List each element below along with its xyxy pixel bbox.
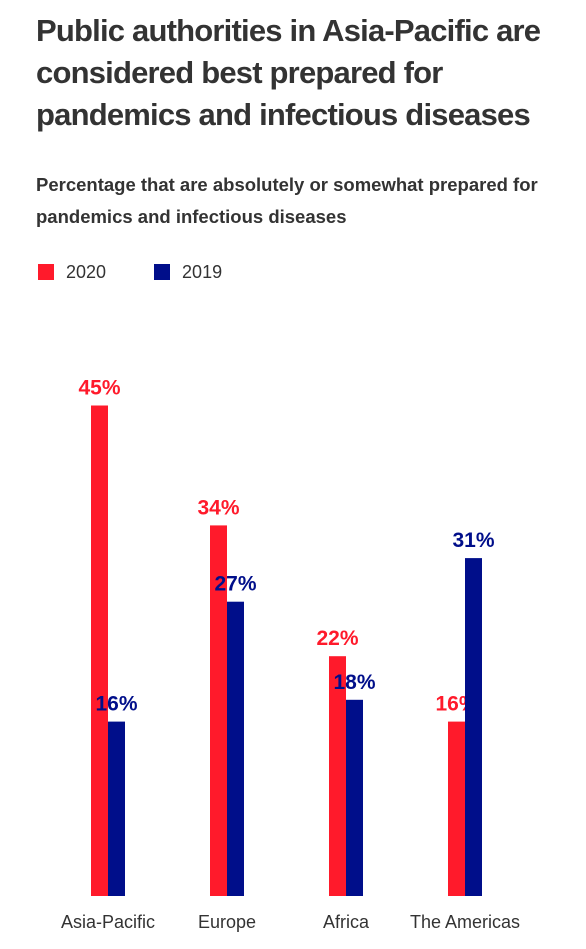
bar-2019-africa [346, 699, 363, 896]
data-label-2019-the-americas: 31% [452, 529, 494, 552]
chart-subtitle: Percentage that are absolutely or somewh… [36, 174, 538, 227]
bar-2020-africa [329, 656, 346, 896]
category-label-asia-pacific: Asia-Pacific [61, 912, 155, 932]
category-label-the-americas: The Americas [410, 912, 520, 932]
legend: 2020 2019 [38, 260, 270, 284]
data-label-2019-europe: 27% [214, 573, 256, 596]
data-label-2019-africa: 18% [333, 671, 375, 694]
legend-label-2019: 2019 [182, 261, 223, 282]
chart-title: Public authorities in Asia-Pacific are c… [36, 13, 541, 132]
bar-2019-asia-pacific [108, 721, 125, 896]
legend-item-2020: 2020 [38, 262, 106, 283]
category-label-europe: Europe [198, 912, 256, 932]
data-label-2019-asia-pacific: 16% [95, 693, 137, 716]
bar-2019-europe [227, 601, 244, 896]
legend-swatch-2019 [154, 264, 171, 280]
legend-label-2020: 2020 [66, 261, 107, 282]
bar-2020-the-americas [448, 721, 465, 896]
category-label-africa: Africa [323, 912, 370, 932]
data-label-2020-africa: 22% [316, 627, 358, 650]
data-label-2020-europe: 34% [197, 496, 239, 519]
bar-2020-asia-pacific [91, 405, 108, 896]
legend-item-2019: 2019 [154, 262, 222, 283]
legend-swatch-2020 [38, 264, 54, 280]
bar-2019-the-americas [465, 558, 482, 896]
data-label-2020-asia-pacific: 45% [78, 377, 120, 400]
bar-2020-europe [210, 525, 227, 896]
